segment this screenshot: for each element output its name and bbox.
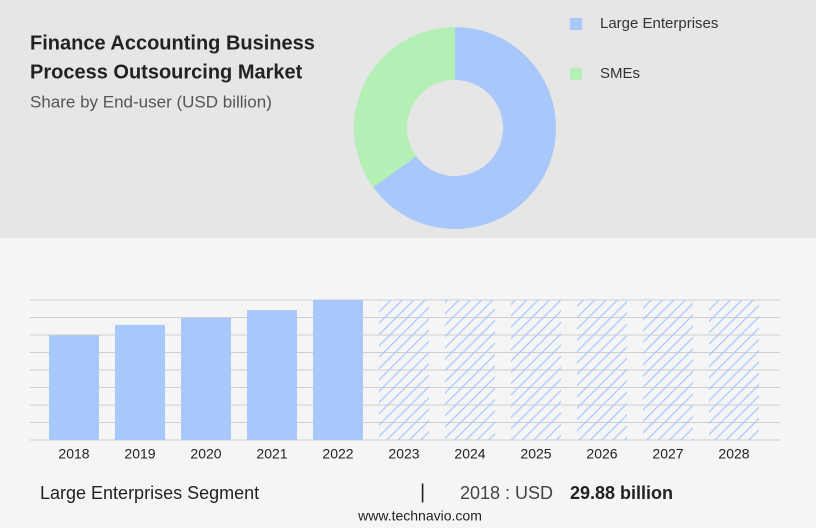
x-tick-label: 2028 [718,446,749,462]
x-tick-label: 2020 [190,446,221,462]
footer-segment: Large Enterprises Segment [40,483,259,503]
x-tick-label: 2024 [454,446,485,462]
footer-year: 2018 : USD [460,483,553,503]
x-tick-label: 2027 [652,446,683,462]
bar [115,324,165,440]
legend-swatch [570,18,582,30]
footer-value: 29.88 billion [570,483,673,503]
legend-label: SMEs [600,65,640,82]
forecast-bar [577,300,627,440]
footer-separator: | [420,481,425,503]
x-tick-label: 2022 [322,446,353,462]
x-tick-label: 2025 [520,446,551,462]
x-tick-label: 2026 [586,446,617,462]
x-tick-label: 2023 [388,446,419,462]
forecast-bar [445,300,495,440]
legend-swatch [570,68,582,80]
bar [313,300,363,440]
x-tick-label: 2018 [58,446,89,462]
forecast-bar [379,300,429,440]
bar [247,310,297,440]
forecast-bar [511,300,561,440]
forecast-bar [709,300,759,440]
x-tick-label: 2021 [256,446,287,462]
donut-slice [353,27,455,188]
x-tick-label: 2019 [124,446,155,462]
forecast-bar [643,300,693,440]
title: Finance Accounting Business [30,32,315,54]
bar [181,317,231,440]
donut-slice [373,27,556,229]
source: www.technavio.com [357,508,482,524]
legend-label: Large Enterprises [600,15,718,32]
subtitle: Share by End-user (USD billion) [30,92,272,111]
title: Process Outsourcing Market [30,61,303,83]
bar [49,335,99,440]
